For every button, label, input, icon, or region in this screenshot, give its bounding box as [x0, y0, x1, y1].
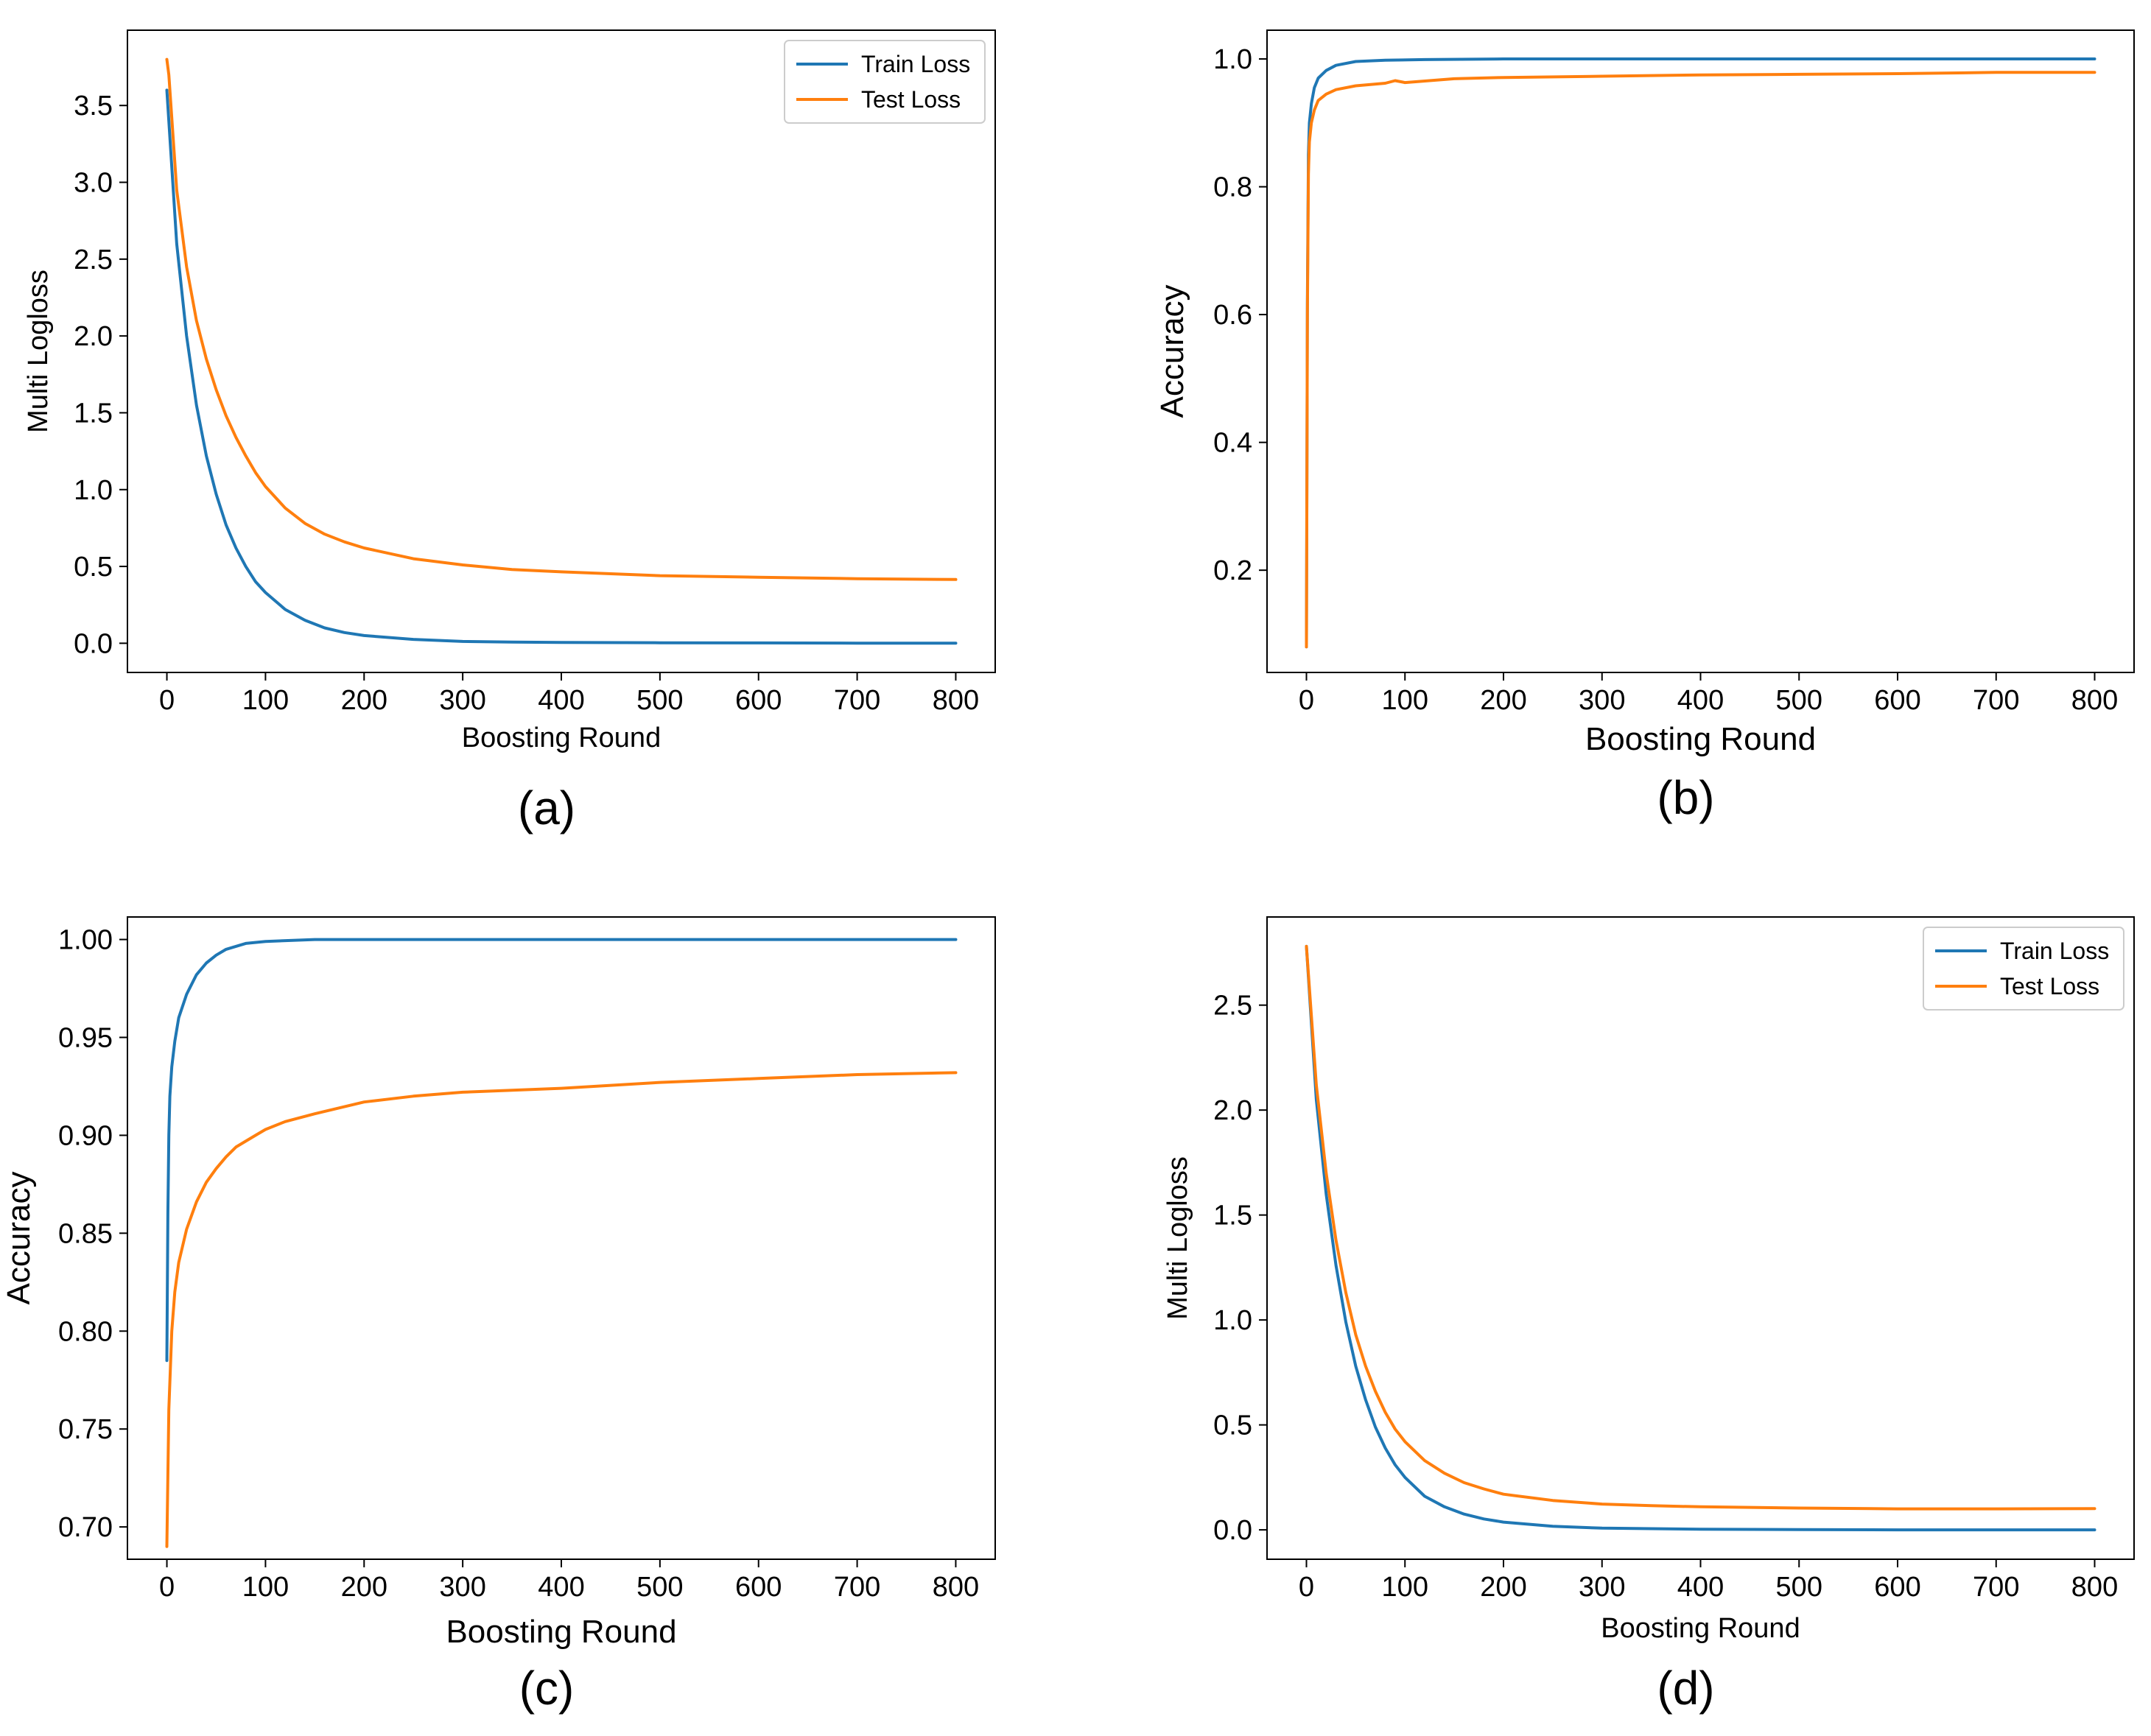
legend-label-train-loss: Train Loss [861, 51, 970, 77]
x-tick-label: 0 [159, 1572, 175, 1603]
panel-label: (d) [1657, 1662, 1714, 1715]
x-tick-label: 500 [636, 1572, 683, 1603]
y-tick-label: 1.0 [74, 475, 113, 506]
y-tick-label: 3.5 [74, 91, 113, 122]
y-tick-label: 2.0 [1213, 1095, 1252, 1126]
legend-label-train-loss: Train Loss [2000, 938, 2109, 964]
plot-frame [1266, 916, 2135, 1560]
x-tick-label: 500 [1776, 1572, 1822, 1603]
y-tick-label: 3.0 [74, 168, 113, 199]
y-tick-label: 0.4 [1213, 428, 1252, 459]
x-tick-label: 0 [159, 685, 175, 716]
x-tick-label: 200 [341, 685, 387, 716]
x-tick-label: 300 [1579, 685, 1625, 716]
x-tick-label: 500 [1776, 685, 1822, 716]
y-tick-label: 0.70 [58, 1512, 113, 1543]
x-tick-label: 800 [2071, 1572, 2118, 1603]
x-tick-label: 600 [1874, 1572, 1920, 1603]
panel-label: (b) [1657, 771, 1714, 824]
y-tick-label: 0.75 [58, 1414, 113, 1445]
x-tick-label: 100 [242, 1572, 289, 1603]
legend-label-test-loss: Test Loss [2000, 973, 2099, 999]
x-axis-title: Boosting Round [462, 723, 661, 753]
x-tick-label: 200 [1480, 1572, 1526, 1603]
x-tick-label: 800 [933, 685, 979, 716]
legend-label-test-loss: Test Loss [861, 86, 961, 113]
series-line-test-accuracy [1305, 71, 2096, 649]
x-tick-label: 400 [538, 685, 584, 716]
x-tick-label: 800 [2071, 685, 2118, 716]
x-tick-label: 200 [341, 1572, 387, 1603]
x-tick-label: 0 [1299, 1572, 1314, 1603]
legend: Train Loss Test Loss [784, 40, 986, 124]
plot-frame [127, 916, 996, 1560]
y-tick-label: 0.0 [74, 628, 113, 659]
series-line-test-loss [165, 57, 958, 581]
x-tick-label: 100 [1382, 685, 1428, 716]
x-tick-label: 400 [1677, 1572, 1724, 1603]
y-tick-label: 0.8 [1213, 172, 1252, 203]
x-tick-label: 700 [1973, 1572, 2019, 1603]
y-tick-label: 0.0 [1213, 1515, 1252, 1546]
x-tick-label: 700 [834, 685, 880, 716]
y-tick-label: 0.80 [58, 1316, 113, 1347]
x-tick-label: 200 [1480, 685, 1526, 716]
x-tick-label: 700 [1973, 685, 2019, 716]
y-tick-label: 0.5 [1213, 1410, 1252, 1441]
x-axis-title: Boosting Round [446, 1614, 676, 1650]
x-axis-title: Boosting Round [1601, 1613, 1800, 1644]
series-line-train-loss [1305, 944, 2096, 1532]
x-tick-label: 700 [834, 1572, 880, 1603]
x-tick-label: 500 [636, 685, 683, 716]
x-axis-title: Boosting Round [1585, 721, 1816, 757]
x-tick-label: 100 [1382, 1572, 1428, 1603]
y-tick-label: 0.6 [1213, 300, 1252, 331]
legend: Train Loss Test Loss [1923, 927, 2124, 1011]
y-tick-label: 0.2 [1213, 555, 1252, 586]
y-tick-label: 0.95 [58, 1023, 113, 1054]
x-tick-label: 800 [933, 1572, 979, 1603]
series-line-train-accuracy [1305, 57, 2096, 649]
legend-box [784, 40, 986, 124]
series-line-train-accuracy [165, 938, 958, 1363]
series-line-test-accuracy [165, 1071, 958, 1548]
y-tick-label: 0.5 [74, 552, 113, 583]
x-tick-label: 100 [242, 685, 289, 716]
chart-panel-d: 0 100 200 300 400 500 600 700 800 0.0 0.5 1.0 1.5 2.0… [1162, 916, 2135, 1715]
chart-panel-b: 0 100 200 300 400 500 600 700 800 0.2 0.4 0.6 0.8 1.0… [1154, 29, 2135, 824]
panel-label: (a) [518, 781, 575, 834]
y-tick-label: 1.0 [1213, 44, 1252, 75]
legend-box [1923, 927, 2124, 1011]
x-tick-label: 600 [735, 685, 782, 716]
chart-panel-a: 0 100 200 300 400 500 600 700 800 0.0 0.5 1.0 1.5 2.0… [23, 29, 996, 834]
y-axis-title: Multi Logloss [1162, 1156, 1193, 1320]
series-line-train-loss [165, 88, 958, 645]
x-tick-label: 600 [1874, 685, 1920, 716]
y-tick-label: 1.5 [74, 398, 113, 429]
y-tick-label: 2.0 [74, 321, 113, 352]
panel-label: (c) [519, 1662, 575, 1715]
y-tick-label: 1.5 [1213, 1201, 1252, 1231]
x-tick-label: 300 [439, 1572, 485, 1603]
plot-frame [127, 29, 996, 673]
x-tick-label: 300 [439, 685, 485, 716]
x-tick-label: 600 [735, 1572, 782, 1603]
y-tick-label: 1.0 [1213, 1305, 1252, 1336]
x-tick-label: 400 [538, 1572, 584, 1603]
y-tick-label: 0.85 [58, 1218, 113, 1249]
x-tick-label: 0 [1299, 685, 1314, 716]
series-line-test-loss [1305, 944, 2096, 1511]
x-tick-label: 300 [1579, 1572, 1625, 1603]
chart-panel-c: 0 100 200 300 400 500 600 700 800 0.70 0.75 0.80 0.8… [1, 916, 996, 1715]
x-tick-label: 400 [1677, 685, 1724, 716]
y-axis-title: Multi Logloss [23, 270, 54, 433]
y-tick-label: 0.90 [58, 1120, 113, 1151]
y-tick-label: 1.00 [58, 925, 113, 956]
y-tick-label: 2.5 [1213, 991, 1252, 1022]
y-axis-title: Accuracy [1154, 285, 1190, 418]
y-axis-title: Accuracy [1, 1172, 37, 1305]
plot-frame [1266, 29, 2135, 673]
y-tick-label: 2.5 [74, 245, 113, 275]
